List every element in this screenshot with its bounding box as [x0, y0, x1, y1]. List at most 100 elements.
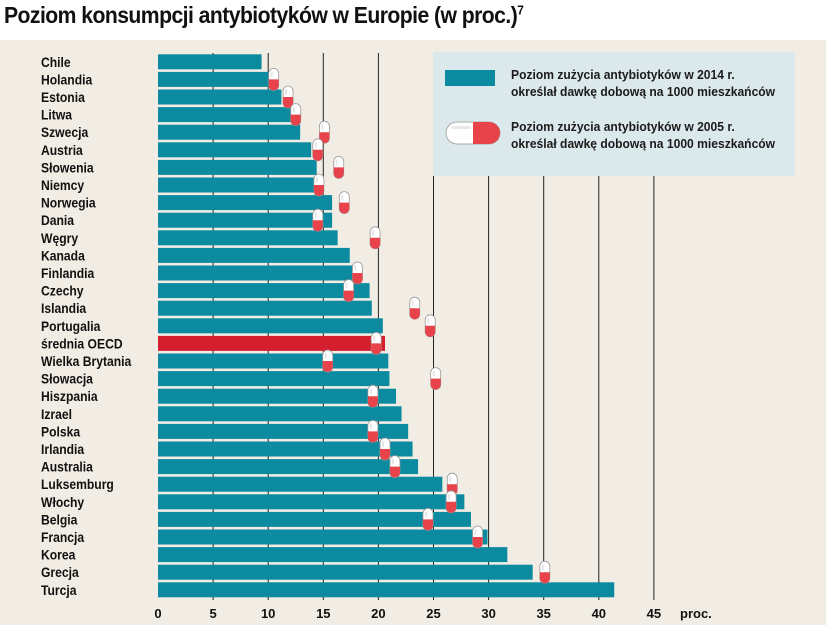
bar	[158, 159, 317, 175]
capsule-marker	[539, 560, 551, 584]
category-label: Grecja	[41, 565, 80, 581]
bar	[158, 124, 301, 140]
bar	[158, 107, 292, 123]
x-tick-label: 35	[536, 606, 550, 621]
category-label: Kanada	[41, 248, 86, 264]
capsule-marker	[369, 226, 381, 250]
category-label: Irlandia	[41, 441, 85, 457]
bar	[158, 247, 350, 263]
bar	[158, 71, 270, 87]
category-label: Australia	[41, 459, 94, 475]
category-label: Polska	[41, 424, 81, 440]
x-tick-label: 30	[481, 606, 495, 621]
bar	[158, 212, 333, 228]
capsule-marker	[290, 103, 302, 126]
bar	[158, 547, 508, 563]
capsule-marker	[424, 314, 436, 338]
capsule-marker	[282, 85, 294, 109]
capsule-marker	[370, 331, 382, 355]
capsule-marker	[312, 208, 324, 232]
bar	[158, 441, 413, 457]
category-label: Portugalia	[41, 318, 101, 334]
bar	[158, 406, 402, 422]
category-label: Słowenia	[41, 160, 94, 176]
x-axis-label: proc.	[680, 606, 712, 621]
legend-label-2005: Poziom zużycia antybiotyków w 2005 r. ok…	[511, 119, 776, 151]
category-label: Słowacja	[41, 371, 94, 387]
category-label: Korea	[41, 547, 76, 563]
x-tick-label: 5	[209, 606, 216, 621]
capsule-marker	[379, 437, 391, 461]
category-label: Chile	[41, 54, 71, 70]
category-label: Austria	[41, 142, 84, 158]
x-tick-label: 0	[154, 606, 161, 621]
capsule-marker	[445, 490, 457, 514]
bar	[158, 529, 488, 545]
x-tick-label: 15	[316, 606, 330, 621]
capsule-marker	[343, 279, 355, 303]
capsule-marker	[472, 525, 483, 549]
bar	[158, 582, 615, 598]
capsule-marker	[313, 173, 325, 197]
category-label: średnia OECD	[41, 336, 123, 352]
category-label: Estonia	[41, 89, 86, 105]
bar	[158, 318, 383, 334]
bar	[158, 371, 390, 387]
category-label: Turcja	[41, 582, 77, 598]
category-label: Norwegia	[41, 195, 96, 211]
category-label: Niemcy	[41, 177, 85, 193]
chart-legend: Poziom zużycia antybiotyków w 2014 r. ok…	[433, 52, 795, 176]
category-label: Holandia	[41, 72, 93, 88]
bar	[158, 476, 443, 492]
bar	[158, 89, 282, 105]
capsule-marker	[268, 68, 280, 91]
capsule-icon	[445, 121, 501, 145]
page-title: Poziom konsumpcji antybiotyków w Europie…	[4, 2, 524, 29]
capsule-marker	[338, 191, 350, 215]
bar	[158, 459, 419, 475]
capsule-marker	[367, 384, 379, 408]
category-label: Luksemburg	[41, 477, 114, 493]
category-label: Włochy	[41, 494, 85, 510]
x-tick-label: 45	[647, 606, 661, 621]
bar	[158, 564, 533, 580]
category-label: Hiszpania	[41, 389, 98, 405]
capsule-marker	[446, 472, 458, 496]
title-text: Poziom konsumpcji antybiotyków w Europie…	[4, 2, 518, 28]
capsule-marker	[333, 155, 345, 179]
capsule-marker	[409, 296, 421, 320]
bar	[158, 142, 312, 158]
capsule-marker	[322, 349, 334, 373]
x-tick-label: 25	[426, 606, 440, 621]
category-label: Belgia	[41, 512, 78, 528]
bar	[158, 511, 471, 527]
legend-bar-swatch	[445, 70, 495, 86]
capsule-marker	[389, 455, 401, 479]
bar	[158, 494, 465, 510]
category-label: Szwecja	[41, 125, 89, 141]
bar	[158, 300, 372, 316]
category-label: Litwa	[41, 107, 73, 123]
bar	[158, 265, 355, 281]
bar	[158, 423, 409, 439]
category-label: Islandia	[41, 301, 87, 317]
x-tick-label: 40	[592, 606, 606, 621]
category-label: Czechy	[41, 283, 84, 299]
category-label: Węgry	[41, 230, 79, 246]
capsule-marker	[312, 138, 324, 162]
category-label: Finlandia	[41, 265, 95, 281]
bar	[158, 335, 386, 351]
bar	[158, 353, 389, 369]
bar	[158, 195, 333, 211]
legend-label-2014: Poziom zużycia antybiotyków w 2014 r. ok…	[511, 67, 776, 99]
legend-item-2005: Poziom zużycia antybiotyków w 2005 r. ok…	[445, 118, 795, 152]
bar	[158, 230, 338, 246]
category-label: Wielka Brytania	[41, 353, 132, 369]
title-footnote-mark: 7	[517, 2, 524, 18]
bar	[158, 177, 319, 193]
category-label: Izrael	[41, 406, 72, 422]
bar	[158, 54, 262, 70]
capsule-marker	[367, 419, 379, 443]
bar	[158, 283, 370, 299]
